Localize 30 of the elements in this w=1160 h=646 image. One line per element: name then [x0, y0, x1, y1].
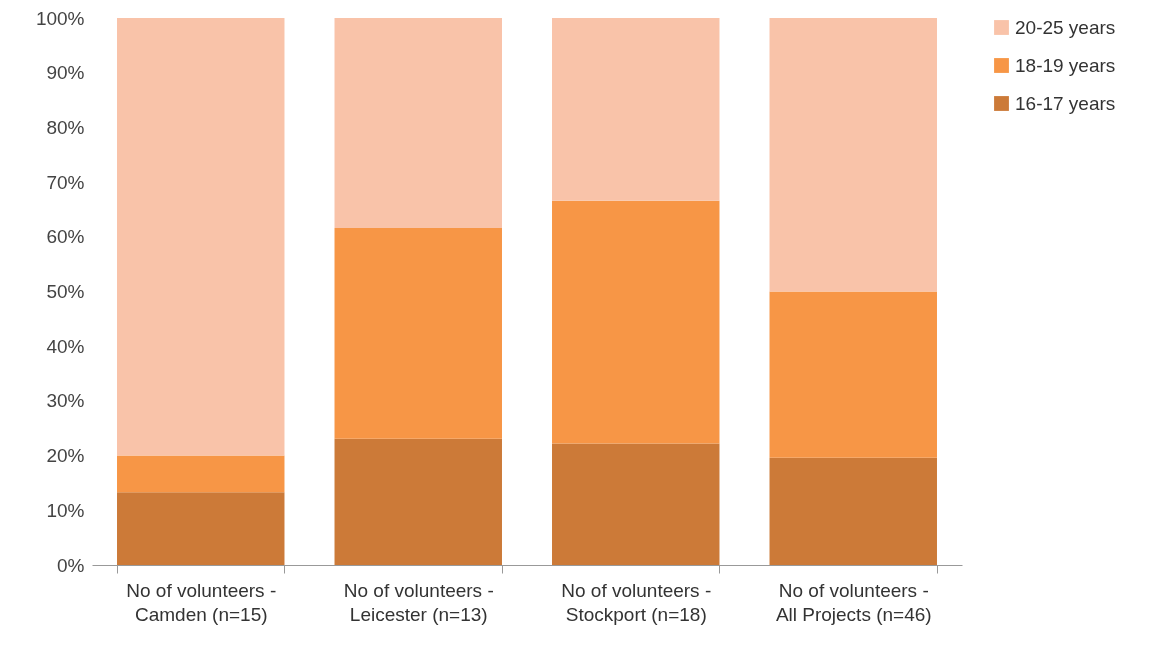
- y-tick-label: 20%: [46, 445, 85, 467]
- bar: [769, 457, 937, 565]
- bar: [334, 228, 502, 439]
- legend-label: 20-25 years: [1015, 16, 1116, 38]
- y-tick-label: 70%: [46, 171, 85, 193]
- y-tick-label: 10%: [46, 499, 85, 521]
- bar: [769, 291, 937, 458]
- x-tick-label: No of volunteers - Stockport (n=18): [561, 579, 712, 625]
- y-tick-label: 60%: [46, 226, 85, 248]
- bar: [552, 18, 720, 201]
- x-tick-label: No of volunteers - Camden (n=15): [126, 579, 277, 625]
- y-tick-label: 40%: [46, 335, 85, 357]
- y-tick-label: 90%: [46, 62, 85, 84]
- bar: [769, 18, 937, 292]
- legend-label: 16-17 years: [1015, 92, 1116, 114]
- y-tick-label: 30%: [46, 390, 85, 412]
- bar: [117, 18, 285, 456]
- y-tick-label: 50%: [46, 281, 85, 302]
- x-tick-label: No of volunteers - All Projects (n=46): [775, 579, 932, 625]
- bar: [334, 438, 502, 565]
- bar: [117, 455, 285, 493]
- legend-label: 18-19 years: [1015, 54, 1116, 76]
- bar: [552, 200, 720, 444]
- y-tick-label: 0%: [57, 554, 85, 576]
- y-tick-label: 100%: [35, 7, 85, 29]
- bar: [117, 492, 285, 565]
- y-tick-label: 80%: [46, 116, 85, 138]
- x-tick-label: No of volunteers - Leicester (n=13): [343, 579, 494, 625]
- bar: [334, 18, 502, 229]
- bar: [552, 443, 720, 565]
